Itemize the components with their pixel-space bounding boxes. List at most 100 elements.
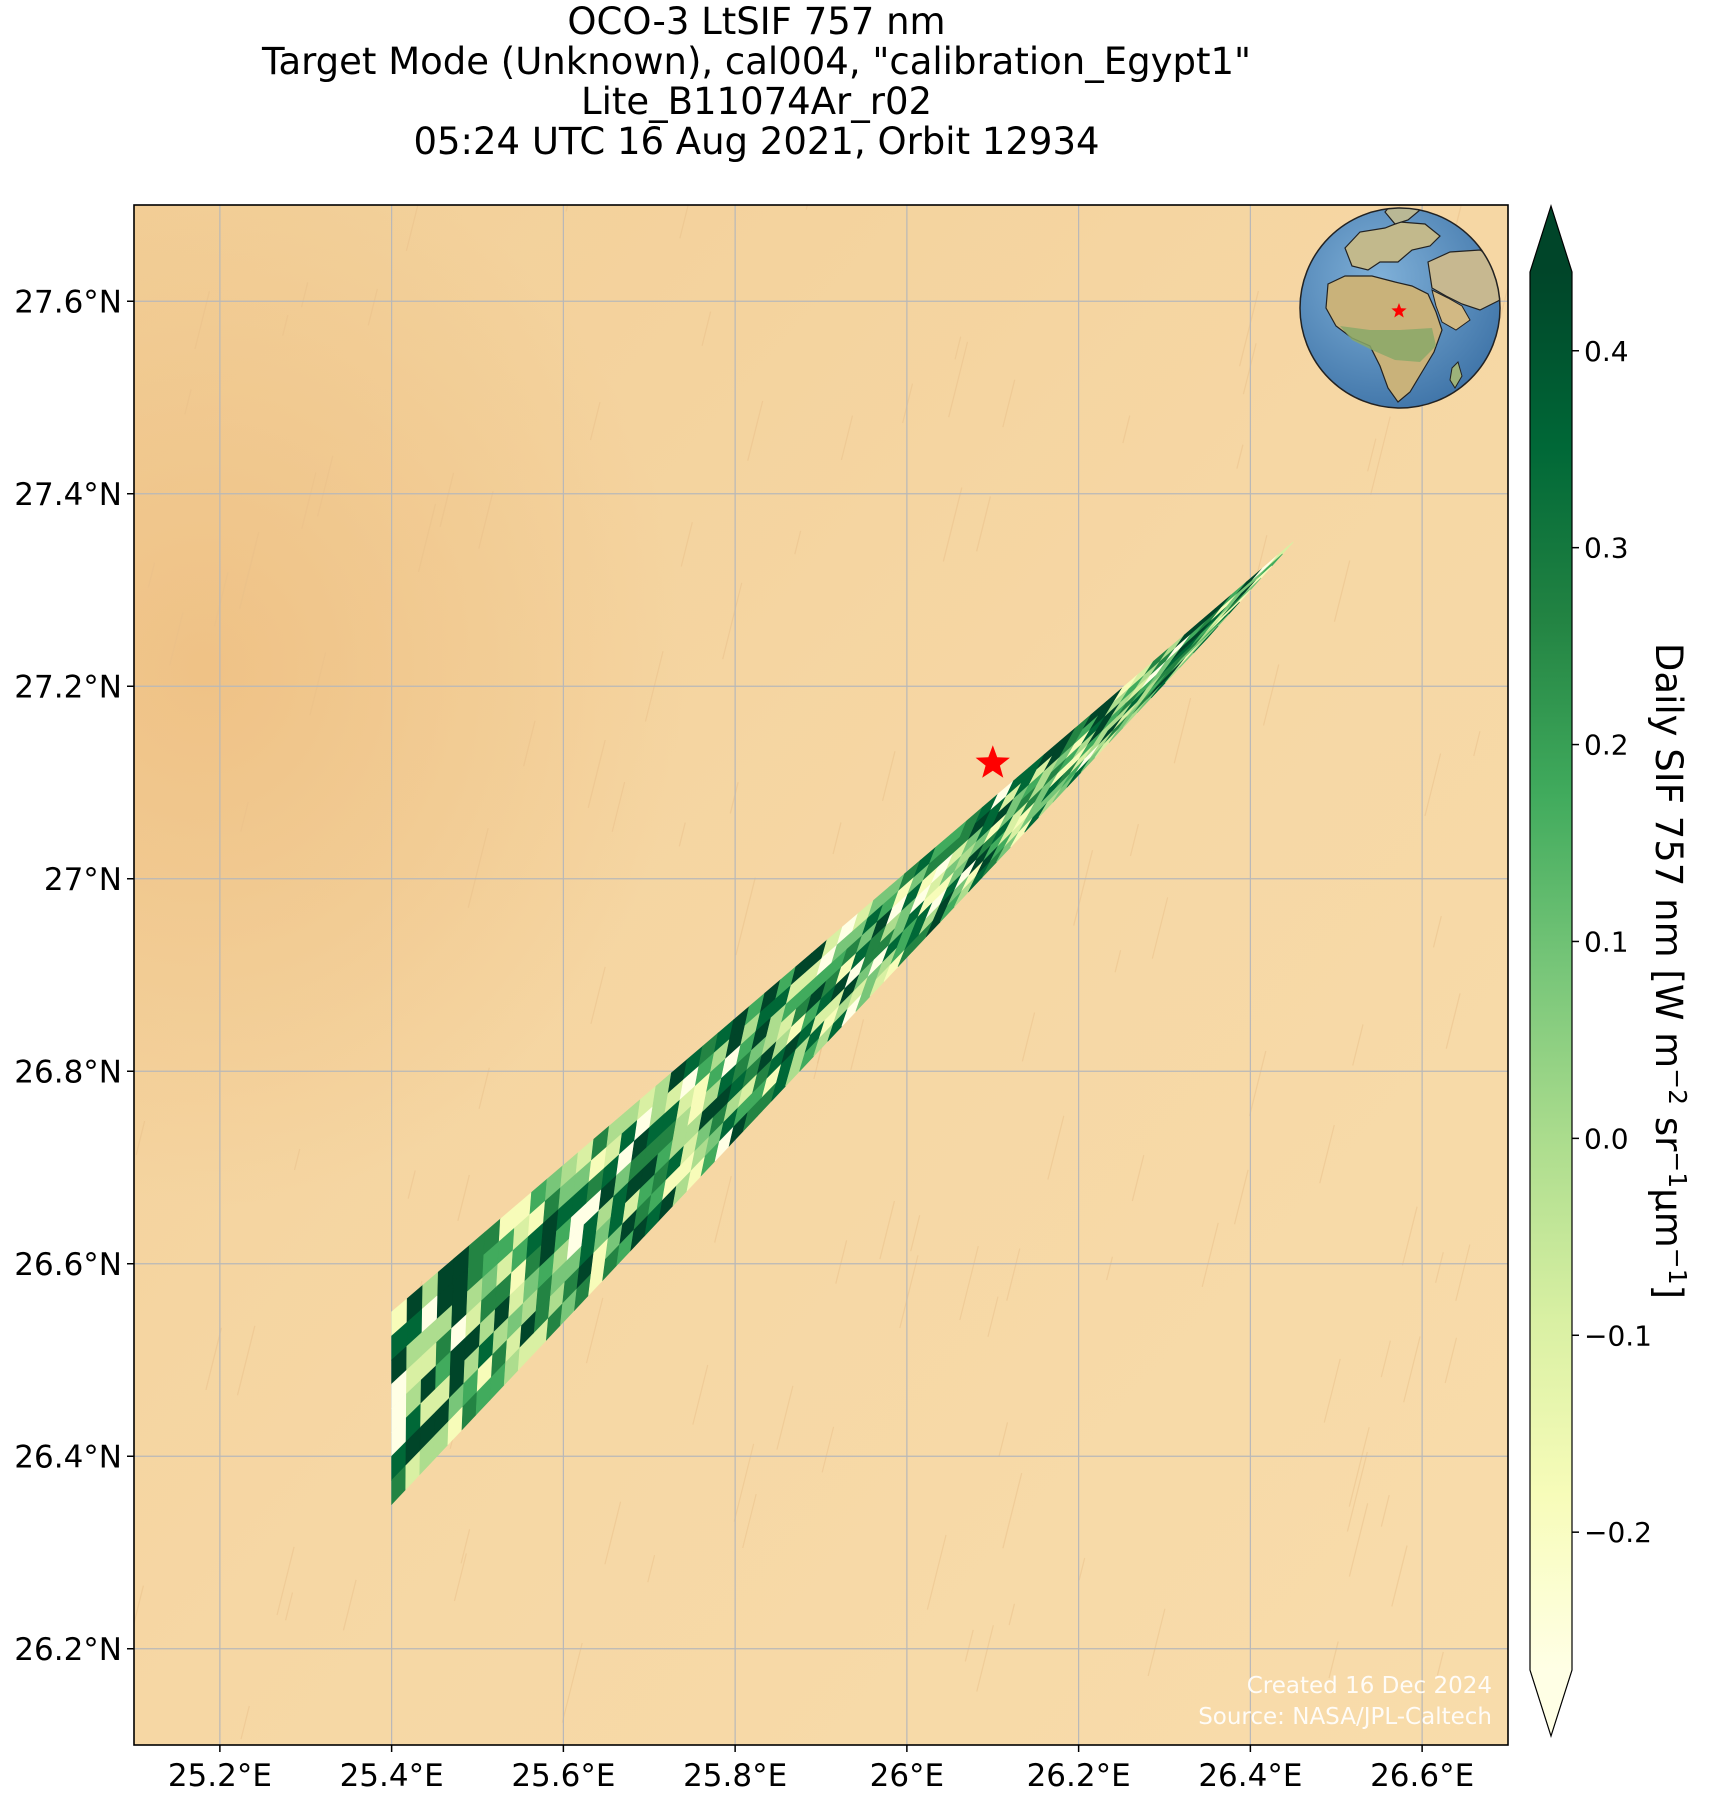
dune-streak	[998, 1422, 1009, 1457]
dune-streak	[589, 401, 601, 441]
title-line-2: Target Mode (Unknown), cal004, "calibrat…	[261, 40, 1252, 83]
dune-streak	[417, 503, 437, 572]
title-line-1: OCO-3 LtSIF 757 nm	[567, 0, 946, 43]
dune-streak	[1239, 290, 1259, 367]
colorbar-tick-label: −0.2	[1584, 1516, 1652, 1549]
dune-streak	[460, 1529, 471, 1564]
dune-streak	[147, 562, 156, 588]
dune-streak	[1319, 1124, 1335, 1184]
dune-streak	[561, 1642, 583, 1723]
dune-streak	[1078, 1557, 1086, 1581]
longitude-tick-labels: 25.2°E 25.4°E 25.6°E 25.8°E 26°E 26.2°E 26.4°E…	[168, 1745, 1474, 1794]
colorbar-tick-label: 0.0	[1584, 1122, 1629, 1155]
dune-streak	[742, 1494, 757, 1549]
dune-streak	[604, 1501, 622, 1565]
dune-streak	[735, 877, 756, 956]
dune-streak	[300, 282, 309, 308]
dune-streak	[942, 487, 963, 562]
dune-streak	[317, 455, 334, 517]
dune-streak	[959, 1245, 979, 1321]
dune-streak	[1173, 697, 1192, 764]
dune-streak	[1002, 379, 1016, 428]
dune-streak	[1498, 284, 1508, 322]
dune-streak	[776, 1385, 794, 1450]
dune-streak	[794, 530, 802, 555]
dune-streak	[1346, 1451, 1368, 1532]
dune-streak	[805, 205, 809, 210]
dune-streak	[478, 491, 494, 549]
colorbar-tick-label: 0.1	[1584, 925, 1629, 958]
map-frame	[133, 204, 1509, 1746]
dune-streak	[590, 966, 606, 1024]
dune-streak	[236, 1325, 256, 1396]
globe-target-star-icon	[1391, 303, 1407, 318]
dune-streak	[902, 383, 914, 424]
dune-streak	[964, 1629, 974, 1662]
dune-streak	[240, 802, 249, 832]
dune-streak	[611, 781, 626, 832]
colorbar-body	[1530, 272, 1572, 1670]
lat-tick-label: 26.6°N	[14, 1247, 122, 1283]
gridlines	[134, 205, 1508, 1745]
dune-streak	[879, 1200, 895, 1260]
lon-tick-label: 26.6°E	[1370, 1758, 1474, 1794]
dune-streak	[729, 782, 739, 814]
dune-streak	[1348, 1427, 1370, 1507]
dune-streak	[134, 1585, 144, 1624]
dune-streak	[1236, 444, 1244, 469]
dune-streak	[1348, 1503, 1369, 1577]
lon-tick-label: 25.6°E	[511, 1758, 615, 1794]
colorbar-tick-label: 0.4	[1584, 335, 1629, 368]
dune-streak	[1391, 1545, 1408, 1607]
dune-streak	[926, 1534, 947, 1610]
latitude-tick-labels: 26.2°N 26.4°N 26.6°N 26.8°N 27°N 27.2°N 27.4°N…	[14, 284, 134, 1668]
dune-streak	[1255, 535, 1268, 578]
dune-streak	[1367, 438, 1377, 472]
dune-streak	[1435, 1252, 1444, 1283]
dune-streak	[680, 522, 693, 567]
dune-streak	[692, 1364, 709, 1425]
lon-tick-label: 26°E	[870, 1758, 945, 1794]
dune-streak	[282, 314, 289, 336]
lat-tick-label: 26.2°N	[14, 1632, 122, 1668]
dune-streak	[1106, 1256, 1114, 1281]
source-text: Source: NASA/JPL-Caltech	[1198, 1704, 1492, 1730]
dune-streak	[1401, 1206, 1418, 1266]
dune-streak	[976, 1625, 994, 1692]
created-text: Created 16 Dec 2024	[1247, 1673, 1492, 1699]
colorbar-tick-label: 0.2	[1584, 729, 1629, 762]
dune-streak	[1131, 1154, 1145, 1202]
target-star-icon	[975, 745, 1010, 778]
dune-streak	[523, 720, 536, 767]
title-line-3: Lite_B11074Ar_r02	[580, 80, 933, 123]
dune-streak	[439, 472, 455, 527]
sif-pixel	[1193, 625, 1219, 654]
dune-streak	[405, 205, 419, 252]
dune-streak	[1248, 1050, 1267, 1117]
colorbar-label: Daily SIF 757 nm [W m−2 sr−1μm−1]	[1647, 643, 1692, 1299]
map-background	[134, 205, 1508, 1745]
lat-tick-label: 27.4°N	[14, 477, 122, 513]
colorbar-tick-label: 0.3	[1584, 532, 1629, 565]
dune-streak	[1380, 1495, 1390, 1527]
dune-streak	[1445, 993, 1461, 1049]
dune-streak	[1455, 1244, 1471, 1301]
dune-streak	[1352, 1024, 1364, 1066]
dune-streak	[1398, 205, 1401, 208]
lat-tick-label: 26.4°N	[14, 1439, 122, 1475]
colorbar: 0.4 0.3 0.2 0.1 0.0 −0.1 −0.2 Daily SIF 757 nm…	[1529, 204, 1692, 1738]
dune-streak	[1323, 1358, 1341, 1423]
dune-streak	[1233, 1169, 1249, 1225]
lat-tick-label: 26.8°N	[14, 1054, 122, 1090]
colorbar-outline	[1529, 204, 1573, 1738]
dune-streak	[169, 612, 184, 666]
dune-streak	[239, 531, 260, 609]
dune-streak	[1432, 916, 1442, 948]
dune-streak	[647, 1554, 656, 1583]
dune-streak	[1021, 1012, 1036, 1062]
dune-streak	[1151, 897, 1169, 959]
dune-streak	[293, 1148, 301, 1171]
dune-streak	[850, 1019, 865, 1070]
dune-streak	[467, 828, 489, 908]
dune-streak	[213, 572, 229, 627]
